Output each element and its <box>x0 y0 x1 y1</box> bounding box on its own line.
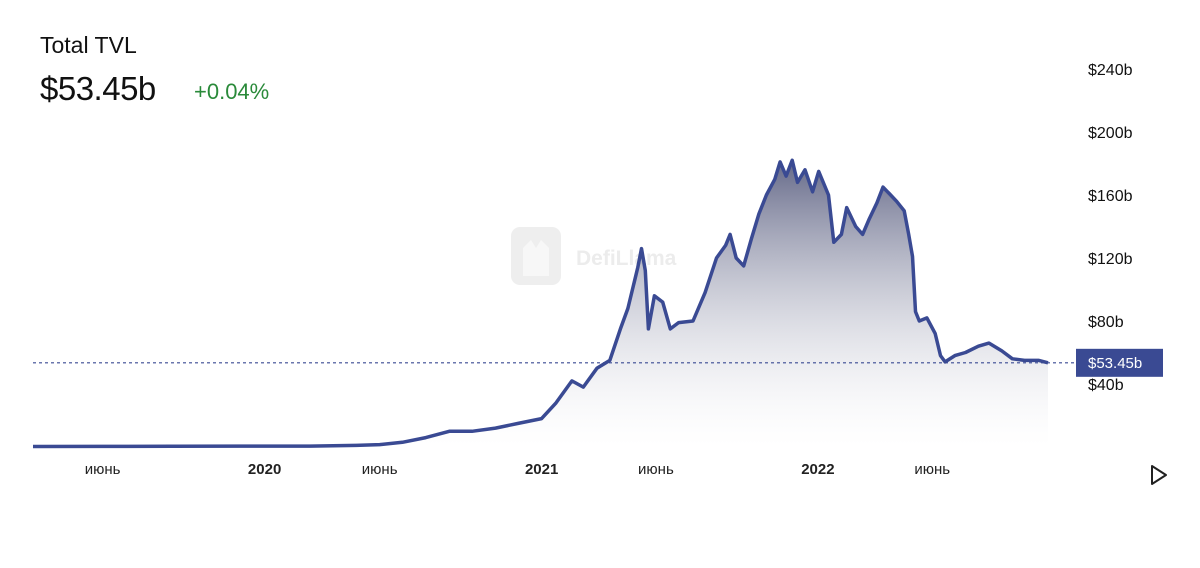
x-tick-label: июнь <box>85 461 121 478</box>
x-tick-label: 2022 <box>801 461 834 478</box>
tvl-value: $53.45b <box>40 70 156 107</box>
current-value-badge <box>1076 348 1163 377</box>
y-tick-label: $120b <box>1088 251 1133 268</box>
tvl-change-percent: +0.04% <box>194 79 270 104</box>
x-tick-label: 2021 <box>525 461 558 478</box>
axis-layer: $40b $80b $120b $160b $200b $240b июнь 2020 июнь… <box>85 62 1133 478</box>
tvl-series-line <box>32 158 1049 449</box>
x-tick-label: июнь <box>914 461 950 478</box>
chart-title: Total TVL <box>40 32 137 58</box>
llama-head-shape <box>523 240 549 276</box>
area-layer <box>32 158 1049 449</box>
y-tick-label: $160b <box>1088 188 1133 205</box>
defillama-watermark: DefiLlama <box>511 227 677 285</box>
y-tick-label: $240b <box>1088 62 1133 79</box>
marks-layer: $53.45b <box>33 348 1163 377</box>
y-tick-label: $80b <box>1088 314 1124 331</box>
tvl-area-fill <box>33 160 1048 447</box>
y-tick-label: $200b <box>1088 125 1133 142</box>
watermark-text: DefiLlama <box>576 247 677 270</box>
current-value-badge-label: $53.45b <box>1088 355 1142 372</box>
play-triangle-icon[interactable] <box>1151 465 1167 485</box>
x-tick-label: 2020 <box>248 461 281 478</box>
x-tick-label: июнь <box>638 461 674 478</box>
y-tick-label: $40b <box>1088 377 1124 394</box>
x-tick-label: июнь <box>362 461 398 478</box>
